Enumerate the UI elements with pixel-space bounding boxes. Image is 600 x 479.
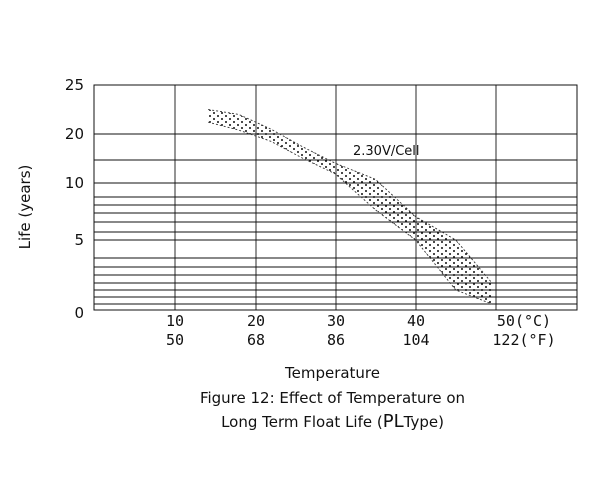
life-band-lower-edge: [208, 121, 493, 305]
grid-lines: [94, 85, 577, 310]
figure-caption-line1: Figure 12: Effect of Temperature on: [199, 389, 466, 407]
x-axis-label: Temperature: [284, 364, 381, 382]
life-band: [208, 109, 493, 305]
x-tick-label-fahrenheit: 104: [402, 331, 429, 349]
x-tick-label-celsius: 40: [407, 312, 425, 330]
x-tick-label-celsius: 20: [247, 312, 265, 330]
plot-frame: [93, 84, 578, 311]
y-axis-label: Life (years): [16, 165, 34, 250]
y-tick-label: 25: [65, 76, 84, 94]
caption-type-name: PL: [382, 411, 404, 432]
x-tick-label-celsius: 50(°C): [497, 312, 551, 330]
life-band-fill: [208, 109, 492, 304]
voltage-annotation: 2.30V/Cell: [353, 144, 420, 159]
x-tick-label-fahrenheit: 86: [327, 331, 345, 349]
figure-caption-line2: Long Term Float Life (PLType): [0, 410, 600, 434]
y-tick-label: 20: [65, 125, 84, 143]
caption-suffix: Type): [403, 413, 444, 431]
x-tick-label-celsius: 10: [166, 312, 184, 330]
x-tick-label-fahrenheit: 50: [166, 331, 184, 349]
caption-prefix: Long Term Float Life (: [221, 413, 383, 431]
y-tick-label: 10: [65, 174, 84, 192]
life-band-upper-edge: [208, 109, 493, 284]
y-tick-labels: 0 5 10 20 25: [65, 76, 84, 322]
y-tick-label: 5: [74, 231, 84, 249]
y-tick-label: 0: [74, 304, 84, 322]
x-tick-label-celsius: 30: [327, 312, 345, 330]
x-tick-label-fahrenheit: 68: [247, 331, 265, 349]
x-tick-label-fahrenheit: 122(°F): [492, 331, 555, 349]
